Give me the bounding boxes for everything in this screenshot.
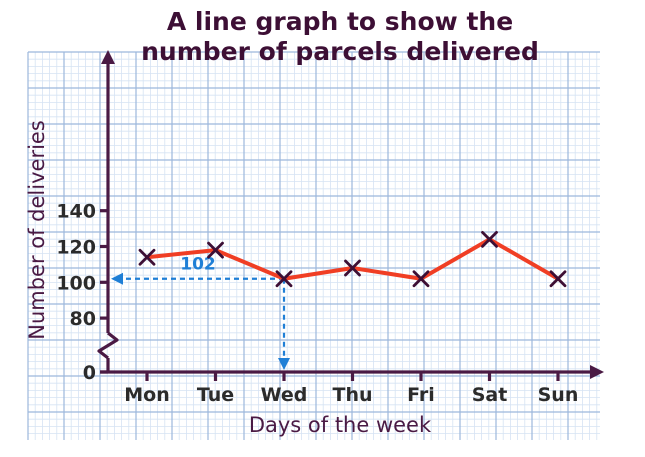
annotation-arrow-down [278,358,290,370]
data-point-sun [549,270,567,288]
x-tick-label-thu: Thu [332,384,372,406]
data-point-sat [481,230,498,248]
series-line [138,230,567,288]
annotation-guides: 102 [111,255,290,370]
y-axis-label: Number of deliveries [25,120,49,340]
x-tick-label-sat: Sat [472,384,508,406]
grid [27,51,600,440]
data-point-thu [344,259,361,277]
marker-stroke [344,259,361,277]
marker-stroke [412,270,430,288]
data-point-tue [207,241,224,259]
marker-stroke [481,230,498,248]
x-tick-label-mon: Mon [124,384,170,406]
y-axis-arrow [101,50,115,64]
tick-labels: 0 80 100 120 140 Mon Tue Wed Thu Fri Sat Sun [56,201,578,406]
annotation-arrow-left [111,272,123,285]
x-axis-label: Days of the week [249,413,432,437]
marker-stroke [138,248,156,266]
y-tick-label: 0 [83,362,96,384]
x-axis-arrow [590,365,604,379]
y-tick-label: 120 [56,237,96,259]
data-point-fri [412,270,430,288]
x-tick-label-tue: Tue [197,384,234,406]
chart-title-line-1: A line graph to show the [167,7,513,36]
y-tick-label: 100 [56,272,96,294]
chart-title-line-2: number of parcels delivered [141,37,539,66]
y-tick-label: 80 [70,308,96,330]
marker-stroke [207,241,224,259]
x-tick-label-fri: Fri [407,384,435,406]
y-axis-break [97,331,119,360]
y-tick-label: 140 [56,201,96,223]
marker-stroke [549,270,567,288]
axes [97,50,604,381]
annotation-label: 102 [180,255,216,275]
data-point-wed [275,270,293,288]
marker-stroke [275,270,293,288]
x-tick-label-sun: Sun [538,384,579,406]
x-tick-label-wed: Wed [261,384,308,406]
data-point-mon [138,248,156,266]
